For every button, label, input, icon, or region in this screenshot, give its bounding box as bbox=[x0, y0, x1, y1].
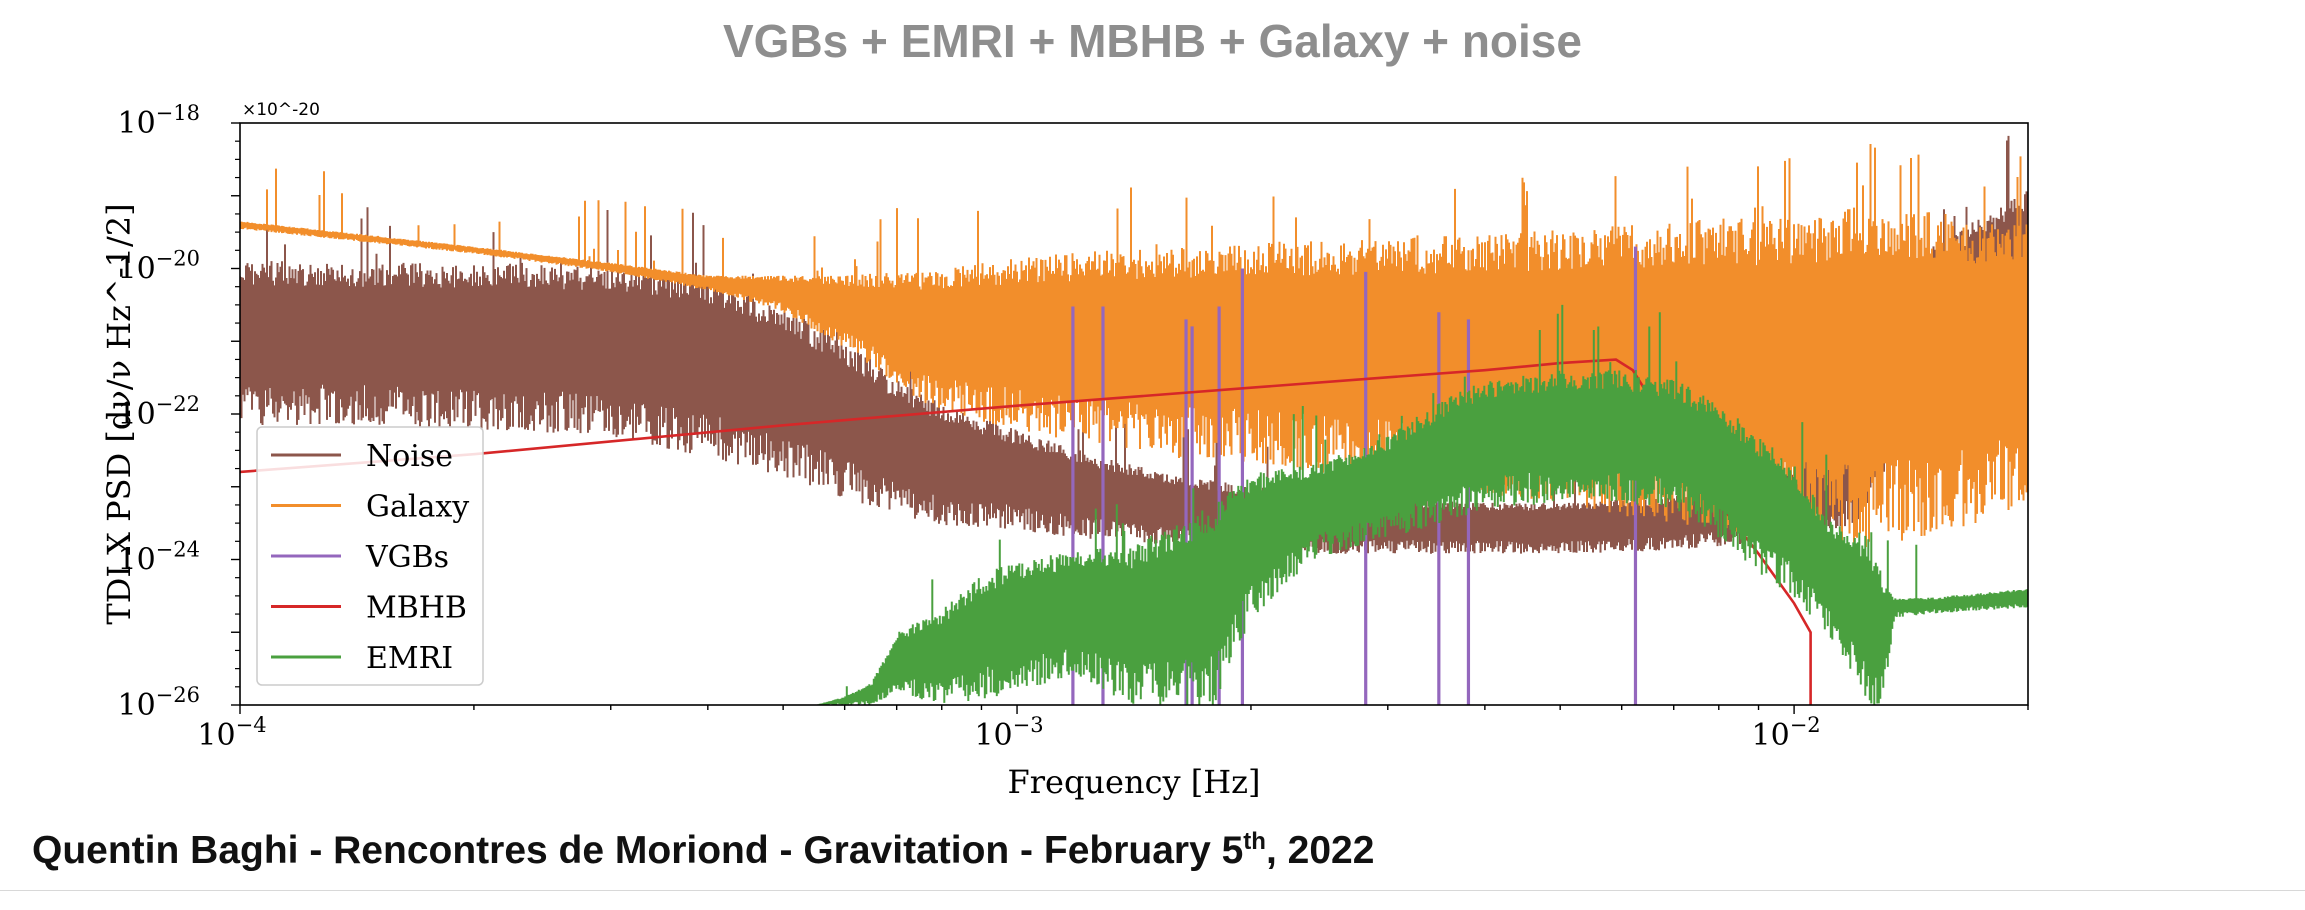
y-tick-exponent: −24 bbox=[156, 538, 200, 562]
y-tick-base: 10 bbox=[117, 688, 155, 723]
x-tick-label: 10−2 bbox=[1752, 713, 1821, 753]
legend-label-vgbs: VGBs bbox=[365, 540, 449, 575]
y-tick-exponent: −18 bbox=[156, 101, 200, 125]
y-tick-exponent: −26 bbox=[156, 683, 200, 707]
series-emri bbox=[815, 304, 2028, 705]
y-tick-base: 10 bbox=[117, 106, 155, 141]
legend-box bbox=[256, 426, 484, 686]
y-tick-exponent: −20 bbox=[156, 247, 200, 271]
y-tick-base: 10 bbox=[117, 252, 155, 287]
x-tick-exponent: −2 bbox=[1790, 713, 1821, 737]
x-tick-base: 10 bbox=[1752, 718, 1790, 753]
x-axis: 10−4 10−3 10−2 bbox=[197, 705, 2029, 753]
footer-text: Quentin Baghi - Rencontres de Moriond - … bbox=[32, 829, 1244, 872]
footer-superscript: th bbox=[1243, 828, 1266, 855]
y-tick-label: 10−18 bbox=[117, 101, 200, 141]
y-tick-label: 10−20 bbox=[117, 247, 200, 287]
x-tick-base: 10 bbox=[197, 718, 235, 753]
y-tick-label: 10−24 bbox=[117, 538, 200, 578]
x-axis-label: Frequency [Hz] bbox=[1008, 763, 1261, 801]
x-tick-base: 10 bbox=[974, 718, 1012, 753]
footer-divider bbox=[0, 890, 2305, 891]
y-tick-base: 10 bbox=[117, 543, 155, 578]
plot-area bbox=[240, 135, 2028, 705]
axis-offset-text: ×10^-20 bbox=[242, 100, 320, 120]
y-tick-base: 10 bbox=[117, 397, 155, 432]
y-tick-exponent: −22 bbox=[156, 392, 200, 416]
chart-legend: Noise Galaxy VGBs MBHB EMRI bbox=[256, 426, 484, 686]
x-tick-exponent: −3 bbox=[1013, 713, 1044, 737]
x-tick-label: 10−4 bbox=[197, 713, 266, 753]
y-axis-label: TDI X PSD [dν/ν Hz^-1/2] bbox=[100, 203, 138, 624]
legend-label-noise: Noise bbox=[366, 439, 453, 474]
legend-label-galaxy: Galaxy bbox=[366, 490, 469, 525]
y-tick-label: 10−26 bbox=[117, 683, 200, 723]
y-tick-label: 10−22 bbox=[117, 392, 200, 432]
x-tick-label: 10−3 bbox=[974, 713, 1043, 753]
legend-label-emri: EMRI bbox=[366, 641, 453, 676]
slide-title: VGBs + EMRI + MBHB + Galaxy + noise bbox=[723, 15, 1582, 67]
series-emri-trace bbox=[815, 304, 2028, 705]
slide-footer: Quentin Baghi - Rencontres de Moriond - … bbox=[32, 828, 1374, 873]
x-tick-exponent: −4 bbox=[236, 713, 267, 737]
legend-label-mbhb: MBHB bbox=[366, 591, 467, 626]
footer-date-suffix: , 2022 bbox=[1265, 829, 1375, 872]
